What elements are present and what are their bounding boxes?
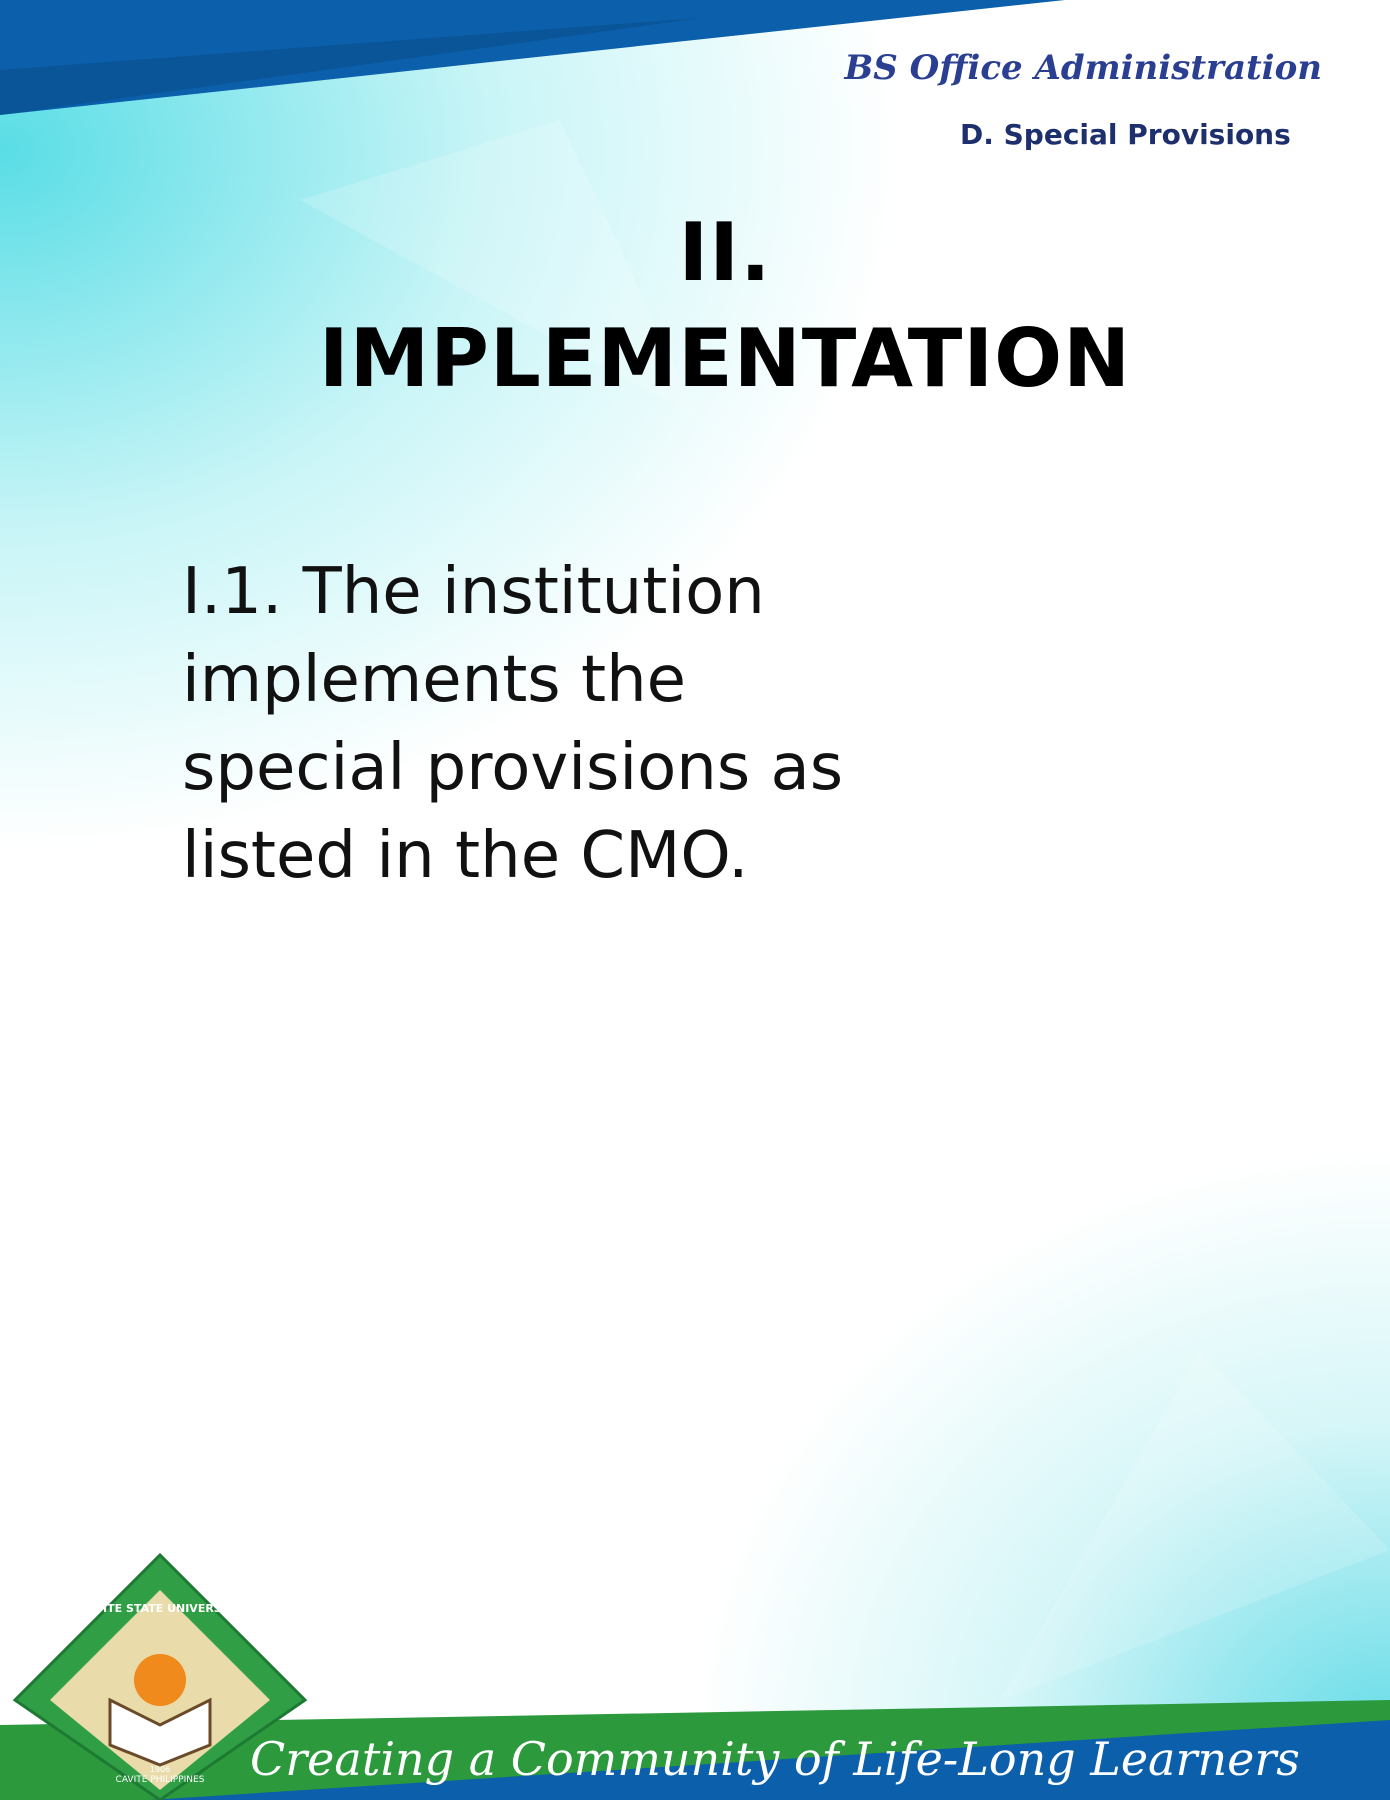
program-name: BS Office Administration bbox=[844, 48, 1322, 88]
logo: CAVITE STATE UNIVERSITY CAVITE PHILIPPIN… bbox=[12, 1552, 308, 1800]
body-text: I.1. The institution implements the spec… bbox=[182, 555, 844, 893]
title: II. IMPLEMENTATION bbox=[318, 206, 1132, 405]
section-label: D. Special Provisions bbox=[960, 118, 1291, 151]
logo-year: 1906 bbox=[150, 1765, 170, 1774]
logo-place: CAVITE PHILIPPINES bbox=[116, 1775, 205, 1785]
top-band bbox=[0, 0, 1065, 115]
facet bbox=[300, 120, 700, 420]
footer-blue bbox=[150, 1720, 1390, 1800]
facet bbox=[1000, 1350, 1390, 1700]
logo-name: CAVITE STATE UNIVERSITY bbox=[79, 1602, 243, 1615]
tagline: Creating a Community of Life-Long Learne… bbox=[250, 1732, 1300, 1786]
top-band-shade bbox=[0, 18, 700, 115]
